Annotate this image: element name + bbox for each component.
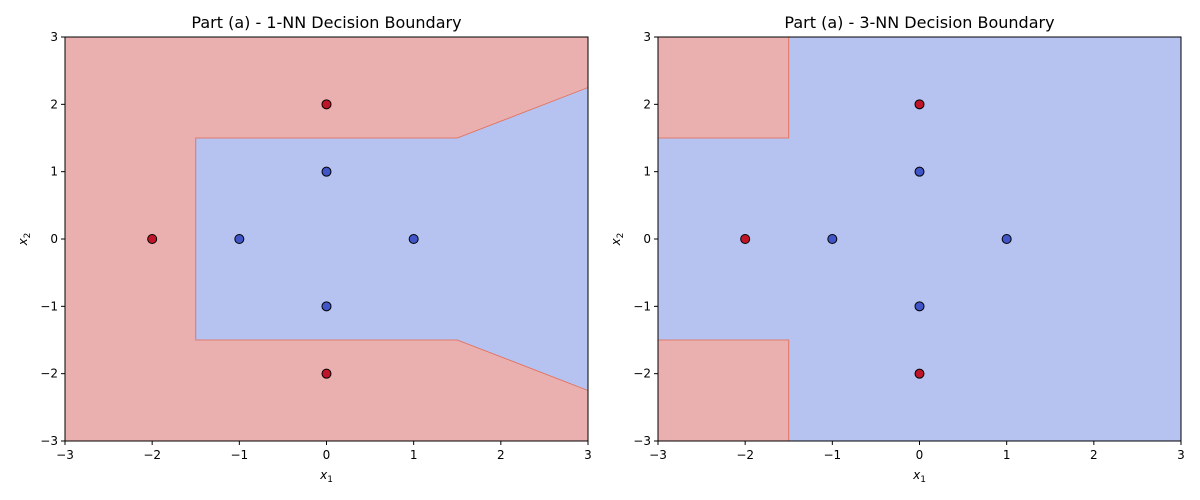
chart-panel-1: −3 −2 −1 0 1 2 3 −3 −2 −1 0 1 2 3 Part (a) - 1-NN Deci…	[16, 13, 592, 485]
x-tick-label: −3	[649, 448, 667, 462]
y-tick-label: −1	[633, 299, 651, 313]
y-tick-label: 3	[643, 30, 651, 44]
y-tick-label: 1	[643, 165, 651, 179]
y-tick-label: −3	[40, 434, 58, 448]
data-point-red-1	[740, 234, 751, 244]
x-tick-label: 3	[584, 448, 592, 462]
x-axis-label: x1	[912, 468, 926, 485]
x-tick-label: −1	[823, 448, 841, 462]
data-point-blue-5	[408, 234, 419, 244]
y-tick-label: 2	[50, 97, 58, 111]
y-tick-label: −3	[633, 434, 651, 448]
y-tick-label: −1	[40, 299, 58, 313]
decision-region-red-2	[658, 339, 790, 441]
y-axis-label: x2	[16, 233, 33, 247]
x-axis-label: x1	[319, 468, 333, 485]
data-point-red-1	[147, 234, 158, 244]
data-point-blue-4	[234, 234, 245, 244]
chart-title: Part (a) - 1-NN Decision Boundary	[191, 13, 461, 32]
x-tick-label: −2	[736, 448, 754, 462]
chart-title: Part (a) - 3-NN Decision Boundary	[784, 13, 1054, 32]
x-axis-label-sub: 1	[920, 475, 926, 485]
x-tick-label: −1	[230, 448, 248, 462]
data-point-red-3	[914, 368, 925, 379]
y-axis-label-var: x	[609, 237, 623, 246]
y-tick-label: −2	[633, 367, 651, 381]
data-point-blue-6	[321, 166, 332, 177]
data-point-blue-7	[914, 301, 925, 312]
data-point-red-3	[321, 368, 332, 379]
x-tick-label: 1	[410, 448, 418, 462]
decision-region-red-1	[658, 37, 790, 139]
x-tick-label: 1	[1003, 448, 1011, 462]
y-axis-label-sub: 2	[616, 233, 626, 239]
x-tick-label: −2	[143, 448, 161, 462]
y-axis-label-var: x	[16, 237, 30, 246]
data-point-red-2	[321, 99, 332, 110]
y-tick-label: 0	[643, 232, 651, 246]
decision-regions	[195, 87, 588, 391]
data-point-blue-7	[321, 301, 332, 312]
x-axis-label-var: x	[912, 468, 921, 482]
chart-panel-2: −3 −2 −1 0 1 2 3 −3 −2 −1 0 1 2 3 Part (a) - 3-NN Deci…	[609, 13, 1185, 485]
x-tick-label: −3	[56, 448, 74, 462]
y-axis-label-sub: 2	[23, 233, 33, 239]
y-axis-label: x2	[609, 233, 626, 247]
x-tick-label: 3	[1177, 448, 1185, 462]
x-axis-label-sub: 1	[327, 475, 333, 485]
x-tick-label: 2	[1090, 448, 1098, 462]
x-axis-label-var: x	[319, 468, 328, 482]
y-tick-label: 0	[50, 232, 58, 246]
data-point-blue-4	[827, 234, 838, 244]
decision-region-blue-1	[195, 87, 588, 391]
data-point-blue-6	[914, 166, 925, 177]
y-tick-label: 3	[50, 30, 58, 44]
data-point-blue-5	[1001, 234, 1012, 244]
x-tick-label: 0	[323, 448, 331, 462]
x-tick-label: 2	[497, 448, 505, 462]
y-tick-label: −2	[40, 367, 58, 381]
data-point-red-2	[914, 99, 925, 110]
y-tick-label: 1	[50, 165, 58, 179]
y-tick-label: 2	[643, 97, 651, 111]
x-tick-label: 0	[916, 448, 924, 462]
decision-regions	[658, 37, 790, 441]
